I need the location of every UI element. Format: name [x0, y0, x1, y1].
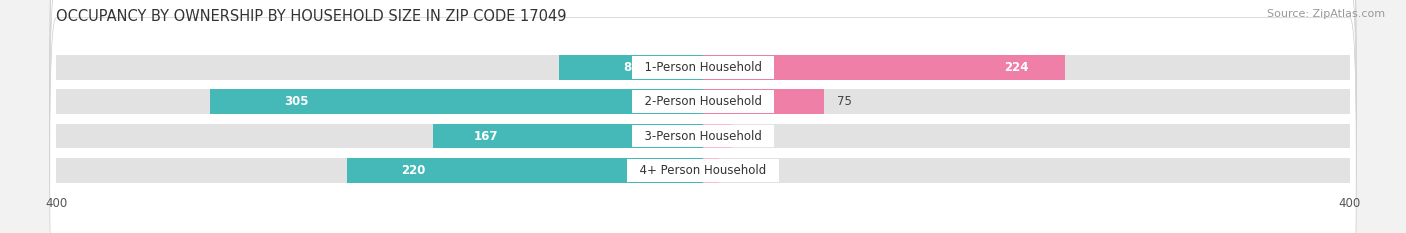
Bar — [56, 158, 703, 183]
Bar — [703, 55, 1066, 80]
Text: OCCUPANCY BY OWNERSHIP BY HOUSEHOLD SIZE IN ZIP CODE 17049: OCCUPANCY BY OWNERSHIP BY HOUSEHOLD SIZE… — [56, 9, 567, 24]
Text: 220: 220 — [401, 164, 425, 177]
FancyBboxPatch shape — [49, 0, 1357, 220]
FancyBboxPatch shape — [49, 0, 1357, 233]
Text: 167: 167 — [474, 130, 498, 143]
Text: 18: 18 — [745, 130, 759, 143]
Bar — [209, 89, 703, 114]
Bar — [56, 89, 703, 114]
Text: 89: 89 — [623, 61, 640, 74]
Bar — [703, 124, 733, 148]
FancyBboxPatch shape — [49, 18, 1357, 233]
Text: 3-Person Household: 3-Person Household — [637, 130, 769, 143]
Bar — [347, 158, 703, 183]
Text: 305: 305 — [284, 95, 308, 108]
Bar — [56, 124, 703, 148]
Bar — [560, 55, 703, 80]
Bar — [703, 89, 1350, 114]
Text: 4+ Person Household: 4+ Person Household — [633, 164, 773, 177]
Text: Source: ZipAtlas.com: Source: ZipAtlas.com — [1267, 9, 1385, 19]
Bar — [56, 55, 703, 80]
Text: 10: 10 — [733, 164, 747, 177]
Bar — [703, 158, 720, 183]
Bar — [433, 124, 703, 148]
Text: 2-Person Household: 2-Person Household — [637, 95, 769, 108]
Text: 1-Person Household: 1-Person Household — [637, 61, 769, 74]
FancyBboxPatch shape — [49, 0, 1357, 233]
Text: 75: 75 — [837, 95, 852, 108]
Text: 224: 224 — [1004, 61, 1029, 74]
Bar — [703, 158, 1350, 183]
Bar — [703, 124, 1350, 148]
Bar — [703, 55, 1350, 80]
Bar — [703, 89, 824, 114]
